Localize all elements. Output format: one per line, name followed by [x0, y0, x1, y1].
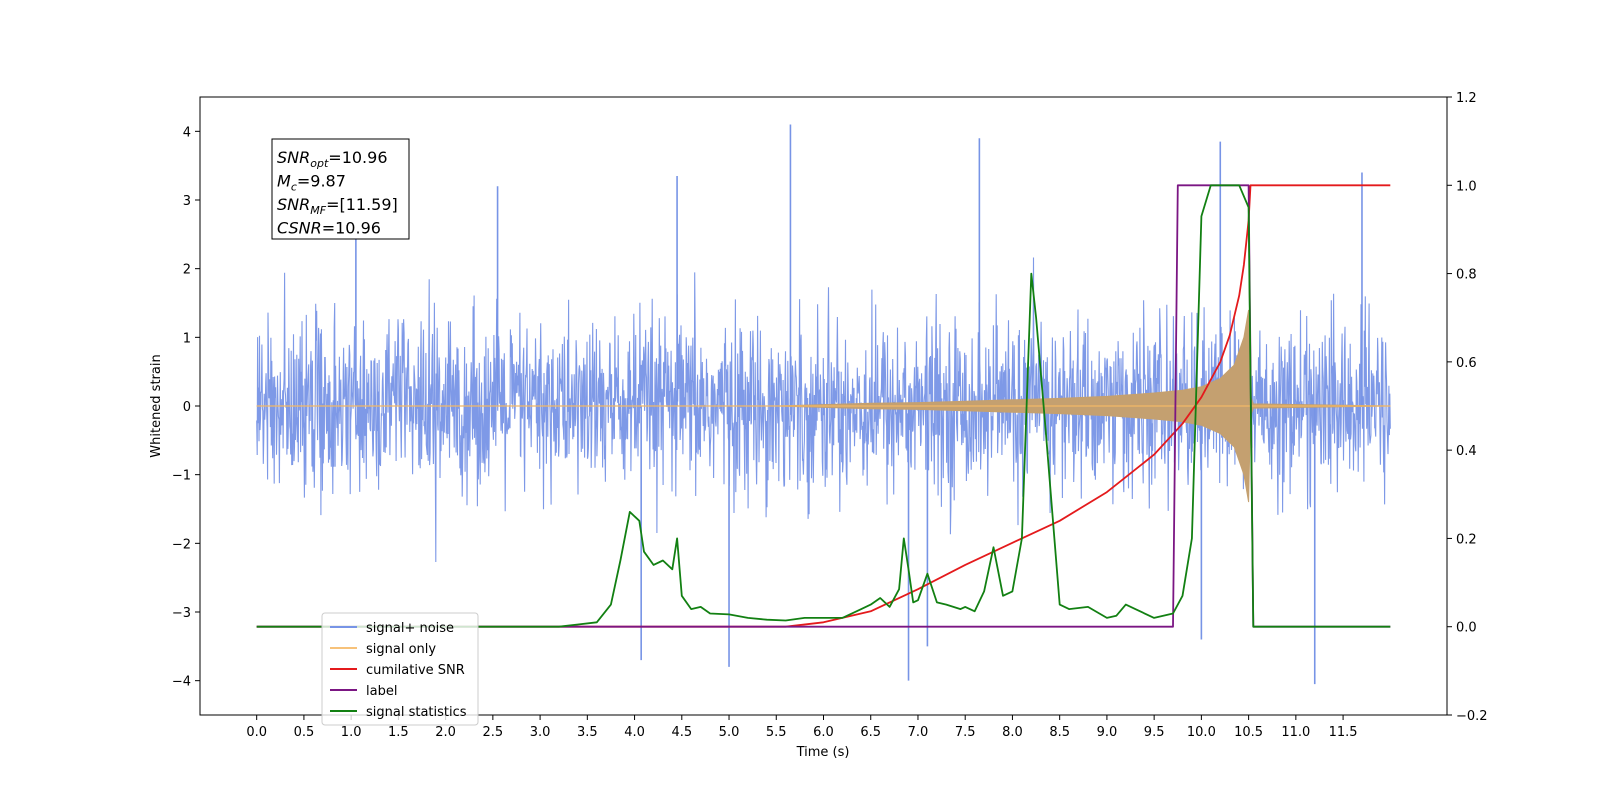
annotation-symbol: CSNR	[277, 219, 322, 238]
snr-annotation-box: SNRopt=10.96Mc=9.87SNRMF=[11.59]CSNR=10.…	[271, 138, 410, 240]
legend-label: label	[366, 684, 397, 699]
y-tick-label: 0	[183, 400, 191, 415]
y-tick-label: −4	[172, 675, 191, 690]
annotation-symbol: SNR	[277, 148, 310, 167]
x-tick-label: 8.5	[1049, 725, 1070, 740]
x-tick-label: 7.0	[908, 725, 929, 740]
y-axis-left: −4 −3 −2 −1 0 1 2 3 4	[172, 125, 200, 690]
x-tick-label: 6.5	[860, 725, 881, 740]
annotation-line: SNRopt=10.96	[277, 148, 388, 170]
y2-tick-label: 1.0	[1456, 179, 1477, 194]
legend-frame	[321, 612, 479, 726]
y2-tick-label: 0.6	[1456, 356, 1477, 371]
annotation-value: =9.87	[297, 172, 346, 191]
y-axis-right: −0.2 0.0 0.2 0.4 0.6 0.8 1.0 1.2	[1447, 91, 1488, 724]
annotation-symbol: M	[277, 172, 291, 191]
x-tick-label: 5.5	[766, 725, 787, 740]
x-tick-label: 0.0	[246, 725, 267, 740]
legend-label: signal statistics	[366, 705, 467, 720]
series-signal-noise-line	[256, 257, 1391, 563]
legend-label: signal only	[366, 642, 436, 657]
series-signal-statistics-line	[256, 184, 1391, 628]
annotation-value: =10.96	[328, 148, 387, 167]
y2-tick-label: 0.0	[1456, 621, 1477, 636]
y-tick-label: 2	[183, 263, 191, 278]
x-tick-label: 0.5	[294, 725, 315, 740]
annotation-value: =[11.59]	[326, 195, 398, 214]
x-tick-label: 4.0	[624, 725, 645, 740]
legend: signal+ noise signal only cumilative SNR la…	[321, 612, 479, 726]
y-axis-label: Whitened strain	[149, 354, 164, 457]
annotation-value: =10.96	[322, 219, 381, 238]
x-tick-label: 7.5	[955, 725, 976, 740]
x-tick-label: 3.0	[530, 725, 551, 740]
series-cumulative-snr-line	[256, 184, 1391, 628]
x-tick-label: 1.5	[388, 725, 409, 740]
x-tick-label: 11.5	[1329, 725, 1358, 740]
legend-label: cumilative SNR	[366, 663, 465, 678]
x-tick-label: 6.0	[813, 725, 834, 740]
y2-tick-label: −0.2	[1456, 709, 1488, 724]
annotation-subscript: opt	[310, 157, 329, 170]
x-tick-label: 9.5	[1144, 725, 1165, 740]
y2-tick-label: 0.8	[1456, 268, 1477, 283]
x-tick-label: 10.5	[1234, 725, 1263, 740]
y-tick-label: 1	[183, 331, 191, 346]
y-tick-label: −3	[172, 606, 191, 621]
y2-tick-label: 0.2	[1456, 532, 1477, 547]
x-axis-label: Time (s)	[796, 745, 850, 760]
y2-tick-label: 1.2	[1456, 91, 1477, 106]
annotation-line: SNRMF=[11.59]	[277, 195, 398, 217]
legend-label: signal+ noise	[366, 621, 454, 636]
x-tick-label: 4.5	[671, 725, 692, 740]
annotation-symbol: SNR	[277, 195, 310, 214]
y-tick-label: 3	[183, 194, 191, 209]
x-tick-label: 2.5	[483, 725, 504, 740]
x-tick-label: 10.0	[1187, 725, 1216, 740]
x-axis: 0.0 0.5 1.0 1.5 2.0 2.5 3.0 3.5 4.0 4.5 5.0 5.5 6.0 6…	[246, 715, 1358, 740]
y2-tick-label: 0.4	[1456, 444, 1477, 459]
y-tick-label: −1	[172, 469, 191, 484]
annotation-subscript: MF	[310, 204, 326, 217]
y-tick-label: −2	[172, 537, 191, 552]
plot-series-group	[256, 124, 1391, 685]
x-tick-label: 11.0	[1281, 725, 1310, 740]
x-tick-label: 1.0	[341, 725, 362, 740]
annotation-line: CSNR=10.96	[277, 219, 381, 238]
annotation-frame	[271, 138, 410, 240]
annotation-line: Mc=9.87	[277, 172, 346, 194]
y-tick-label: 4	[183, 125, 191, 140]
x-tick-label: 8.0	[1002, 725, 1023, 740]
x-tick-label: 9.0	[1097, 725, 1118, 740]
annotation-subscript: c	[291, 181, 297, 194]
x-tick-label: 3.5	[577, 725, 598, 740]
x-tick-label: 2.0	[435, 725, 456, 740]
x-tick-label: 5.0	[719, 725, 740, 740]
